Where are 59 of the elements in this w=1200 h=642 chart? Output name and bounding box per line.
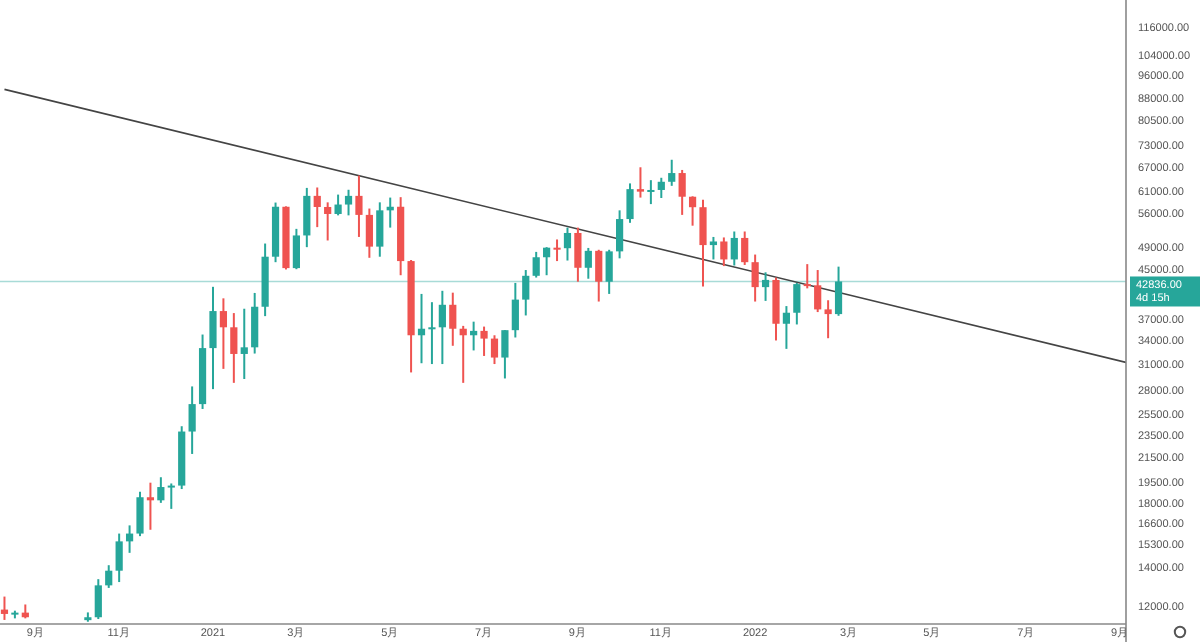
candlestick <box>480 325 488 357</box>
candlestick <box>668 158 676 187</box>
candlestick <box>511 281 519 339</box>
candlestick <box>188 385 196 455</box>
candlestick <box>313 186 321 229</box>
candlestick <box>355 174 363 238</box>
candlestick <box>616 209 624 260</box>
candlestick <box>657 176 665 200</box>
candlestick <box>240 307 248 380</box>
candlestick <box>209 285 217 391</box>
candlestick <box>730 230 738 267</box>
candlestick <box>584 246 592 280</box>
candlestick <box>605 248 613 295</box>
candlestick <box>428 301 436 366</box>
candlestick <box>438 289 446 366</box>
candlestick <box>720 236 728 268</box>
candlestick <box>334 193 342 217</box>
candlestick <box>688 195 697 227</box>
candlestick <box>324 201 332 242</box>
candlestick <box>772 276 780 342</box>
candlestick <box>490 334 499 366</box>
candlestick <box>709 235 718 261</box>
candlestick <box>595 248 603 303</box>
candlestick <box>553 238 561 263</box>
candlestick <box>824 299 832 340</box>
candlestick <box>167 482 175 510</box>
candlestick <box>449 291 457 347</box>
candlestick <box>543 246 551 277</box>
candlestick <box>563 226 572 262</box>
candlestick <box>146 481 155 531</box>
candlestick <box>303 186 311 249</box>
candlestick <box>699 198 707 288</box>
candlestick <box>751 253 759 303</box>
candlestick <box>344 188 353 217</box>
candlestick <box>574 226 582 283</box>
candlestick <box>834 265 843 317</box>
candlestick <box>157 476 165 504</box>
candlestick <box>647 179 655 206</box>
candlestick <box>230 312 238 384</box>
candlestick <box>678 168 686 216</box>
candlestick <box>94 578 102 621</box>
candlestick <box>501 329 509 380</box>
candlestick <box>292 227 300 271</box>
candlestick <box>793 281 801 326</box>
candlestick <box>522 269 530 317</box>
candlestick <box>782 305 791 350</box>
candlestick <box>105 564 113 589</box>
candlestick <box>0 595 9 621</box>
candlestick <box>636 166 645 199</box>
candlestick <box>115 532 123 584</box>
candlestick <box>626 182 634 224</box>
candlestick <box>376 201 384 258</box>
candlestick <box>136 490 144 538</box>
candlestick <box>251 291 259 355</box>
candlestick <box>761 271 770 302</box>
candlestick <box>532 250 540 279</box>
candlestick <box>365 207 373 259</box>
candlestick <box>219 297 228 370</box>
candlestick <box>741 230 749 266</box>
